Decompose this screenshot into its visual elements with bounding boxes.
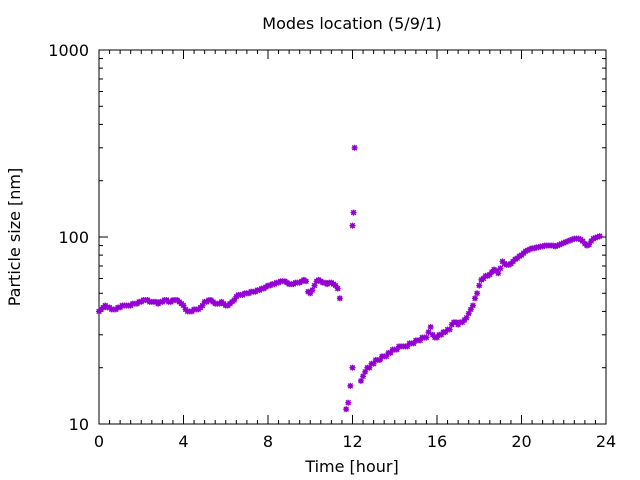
y-tick-label: 1000 (48, 41, 89, 60)
data-point (345, 399, 352, 406)
data-point (334, 285, 341, 292)
data-point (393, 346, 400, 353)
data-point (535, 244, 542, 251)
data-point (497, 265, 504, 272)
axis-tick-labels: 0 4 8 12 16 20 24 10 100 1000 (48, 41, 616, 451)
data-point (349, 364, 356, 371)
data-point (472, 295, 479, 302)
data-point (349, 222, 356, 229)
x-axis-label: Time [hour] (304, 457, 398, 476)
x-tick-label: 16 (427, 432, 447, 451)
data-point (427, 324, 434, 331)
x-tick-label: 12 (342, 432, 362, 451)
y-tick-label: 100 (58, 228, 89, 247)
x-tick-label: 24 (596, 432, 616, 451)
x-tick-label: 4 (178, 432, 188, 451)
data-point (351, 144, 358, 151)
x-tick-label: 0 (94, 432, 104, 451)
data-point (469, 302, 476, 309)
data-point (476, 282, 483, 289)
x-tick-label: 20 (511, 432, 531, 451)
data-point (347, 382, 354, 389)
y-tick-label: 10 (69, 415, 89, 434)
x-tick-label: 8 (263, 432, 273, 451)
data-point (343, 406, 350, 413)
data-point (474, 290, 481, 297)
chart-title: Modes location (5/9/1) (262, 14, 441, 33)
data-point (303, 278, 310, 285)
data-point (357, 377, 364, 384)
y-axis-label: Particle size [nm] (5, 168, 24, 307)
data-point (495, 270, 502, 277)
data-point (596, 233, 603, 240)
data-points (96, 144, 603, 413)
data-point (425, 329, 432, 336)
data-point (446, 326, 453, 333)
data-point (309, 287, 316, 294)
data-point (423, 334, 430, 341)
data-point (376, 356, 383, 363)
data-point (336, 295, 343, 302)
data-point (350, 209, 357, 216)
